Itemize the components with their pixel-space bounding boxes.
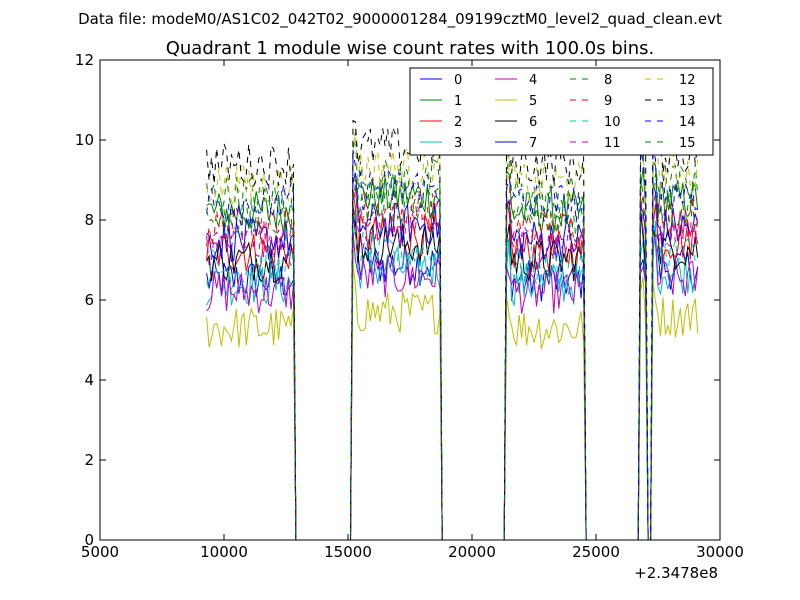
series-line-14 xyxy=(206,145,698,541)
y-tick-label: 12 xyxy=(75,51,94,69)
series-line-5 xyxy=(206,263,699,541)
x-tick-label: 10000 xyxy=(200,543,248,561)
legend-label-14: 14 xyxy=(679,115,696,130)
y-tick-label: 0 xyxy=(84,531,94,549)
series-line-1 xyxy=(206,161,699,541)
series-line-3 xyxy=(206,220,698,541)
legend-label-15: 15 xyxy=(679,136,696,151)
chart-title: Quadrant 1 module wise count rates with … xyxy=(166,38,655,59)
y-tick-label: 8 xyxy=(84,211,94,229)
legend-box xyxy=(409,67,714,156)
y-tick-label: 4 xyxy=(84,371,94,389)
legend-label-9: 9 xyxy=(604,94,612,109)
legend-label-5: 5 xyxy=(529,94,537,109)
data-file-label: Data file: modeM0/AS1C02_042T02_90000012… xyxy=(78,10,722,29)
legend-label-7: 7 xyxy=(529,136,537,151)
series-line-6 xyxy=(206,203,699,541)
series-line-15 xyxy=(206,173,698,541)
legend-label-2: 2 xyxy=(454,115,462,130)
legend-label-3: 3 xyxy=(454,136,462,151)
legend-label-13: 13 xyxy=(679,94,696,109)
series-line-9 xyxy=(206,176,699,541)
legend-label-8: 8 xyxy=(604,73,612,88)
legend-label-10: 10 xyxy=(604,115,621,130)
x-tick-label: 30000 xyxy=(696,543,744,561)
y-tick-label: 2 xyxy=(84,451,94,469)
series-line-8 xyxy=(206,132,699,541)
y-tick-label: 10 xyxy=(75,131,94,149)
y-tick-label: 6 xyxy=(84,291,94,309)
x-offset-label: +2.3478e8 xyxy=(634,564,718,582)
series-line-10 xyxy=(206,205,699,541)
series-line-4 xyxy=(206,227,699,541)
legend-label-4: 4 xyxy=(529,73,537,88)
legend-label-6: 6 xyxy=(529,115,537,130)
x-tick-label: 20000 xyxy=(448,543,496,561)
x-tick-label: 5000 xyxy=(81,543,119,561)
legend-label-11: 11 xyxy=(604,136,621,151)
x-tick-label: 25000 xyxy=(572,543,620,561)
x-tick-label: 15000 xyxy=(324,543,372,561)
legend-label-12: 12 xyxy=(679,73,696,88)
series-line-11 xyxy=(206,184,699,541)
legend-label-0: 0 xyxy=(454,73,462,88)
legend-label-1: 1 xyxy=(454,94,462,109)
